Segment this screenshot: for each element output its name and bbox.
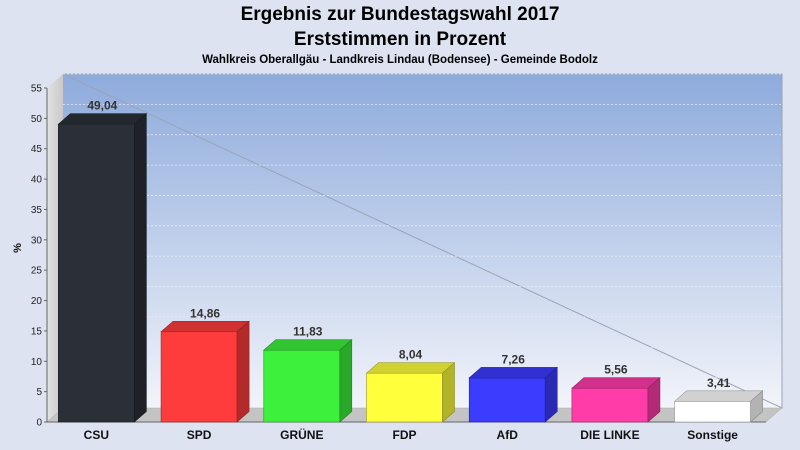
- bar-top: [262, 339, 353, 351]
- bar-top: [160, 320, 250, 333]
- bar-side: [236, 320, 250, 423]
- y-tick-label: 5: [36, 387, 42, 398]
- bar-side: [750, 390, 763, 423]
- bar-die-linke: [571, 377, 661, 423]
- x-tick-label: SPD: [187, 428, 212, 442]
- x-tick-label: Sonstige: [687, 428, 738, 442]
- bar-front: [674, 400, 751, 423]
- bar-top: [468, 367, 559, 379]
- bar-grüne: [262, 338, 353, 423]
- x-tick-label: DIE LINKE: [580, 428, 639, 442]
- bar-fdp: [365, 362, 456, 423]
- y-tick-label: 20: [31, 296, 43, 307]
- bar-side: [339, 338, 353, 423]
- data-label: 7,26: [502, 352, 526, 366]
- bar-csu: [57, 113, 148, 423]
- bar-front: [263, 349, 341, 423]
- plot-frame: [62, 73, 783, 409]
- data-label: 49,04: [87, 99, 117, 113]
- bar-afd: [468, 366, 559, 423]
- bar-front: [571, 387, 649, 423]
- y-tick-label: 10: [31, 357, 43, 368]
- x-tick-label: CSU: [84, 428, 109, 442]
- y-tick-label: 25: [31, 266, 43, 277]
- y-axis-label: %: [12, 243, 24, 253]
- bar-side: [544, 366, 558, 423]
- bar-front: [366, 372, 443, 423]
- x-tick-label: GRÜNE: [280, 427, 323, 442]
- y-tick-label: 45: [31, 144, 43, 155]
- bar-top: [57, 113, 148, 125]
- bar-top: [365, 362, 456, 374]
- y-tick-label: 0: [36, 418, 42, 429]
- data-label: 11,83: [293, 325, 323, 339]
- data-label: 14,86: [190, 306, 220, 320]
- bar-sonstige: [673, 390, 764, 423]
- x-tick-label: FDP: [393, 428, 417, 442]
- x-tick-label: AfD: [497, 428, 519, 442]
- bar-side: [647, 377, 661, 423]
- data-label: 3,41: [707, 376, 731, 390]
- y-tick-label: 35: [31, 205, 43, 216]
- y-tick-label: 50: [31, 114, 43, 125]
- data-label: 5,56: [604, 363, 628, 377]
- y-tick-label: 55: [31, 84, 43, 95]
- chart-subtitle: Erststimmen in Prozent: [293, 29, 507, 50]
- bar-front: [58, 123, 135, 423]
- bar-side: [134, 113, 147, 423]
- chart-caption: Wahlkreis Oberallgäu - Landkreis Lindau …: [202, 54, 598, 66]
- y-tick-label: 40: [31, 175, 43, 186]
- bar-top: [571, 377, 661, 389]
- data-label: 8,04: [399, 348, 423, 362]
- y-tick-label: 30: [31, 235, 43, 246]
- bar-side: [442, 362, 455, 423]
- y-tick-label: 15: [31, 326, 43, 337]
- chart-title: Ergebnis zur Bundestagswahl 2017: [240, 4, 560, 25]
- bar-front: [468, 377, 546, 423]
- bar-front: [160, 331, 238, 423]
- bar-spd: [160, 320, 250, 423]
- bar-top: [673, 390, 764, 402]
